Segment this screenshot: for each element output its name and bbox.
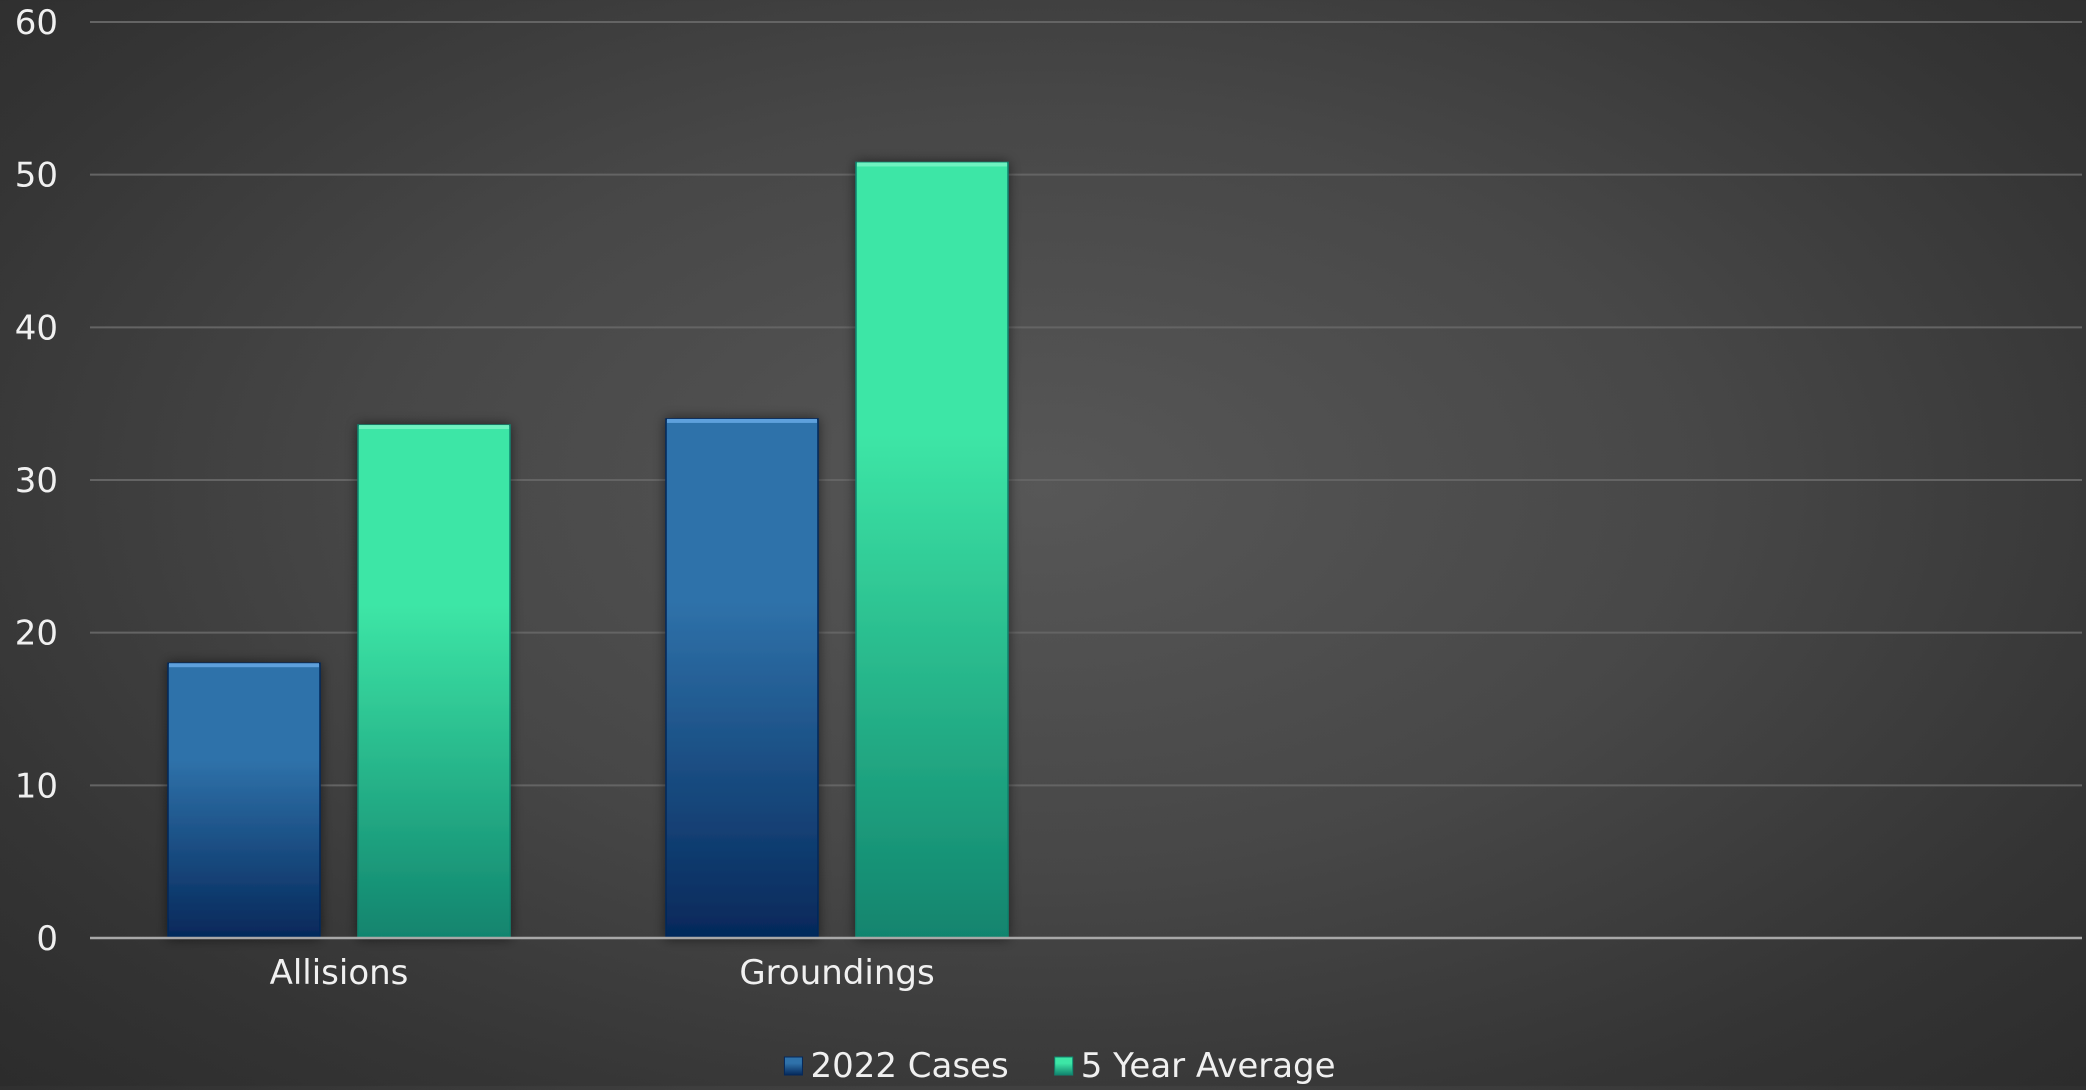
bars-layer <box>167 161 1009 939</box>
y-tick-label: 50 <box>15 156 58 196</box>
bar-top-highlight <box>667 418 817 423</box>
legend-label: 2022 Cases <box>810 1046 1008 1086</box>
bar-top-highlight <box>169 663 319 668</box>
x-tick-label: Allisions <box>270 953 409 993</box>
y-tick-label: 30 <box>15 461 58 501</box>
axis-layer: 0 10 20 30 40 50 60 Allisions Groundings <box>15 3 2082 993</box>
bar-top-highlight <box>857 162 1007 167</box>
bar-groundings-series-2 <box>855 161 1009 939</box>
legend-swatch <box>783 1056 803 1076</box>
legend-swatch <box>1054 1056 1074 1076</box>
y-tick-label: 20 <box>15 614 58 654</box>
legend: 2022 Cases 5 Year Average <box>783 1046 1336 1086</box>
bar-allisions-series-2 <box>357 424 511 939</box>
y-tick-label: 60 <box>15 3 58 43</box>
x-tick-label: Groundings <box>739 953 934 993</box>
y-tick-label: 10 <box>15 766 58 806</box>
legend-label: 5 Year Average <box>1081 1046 1336 1086</box>
y-tick-label: 0 <box>36 919 58 959</box>
y-tick-label: 40 <box>15 308 58 348</box>
bar-groundings-series-1 <box>665 418 819 939</box>
bar-top-highlight <box>359 425 509 430</box>
bar-allisions-series-1 <box>167 662 321 939</box>
